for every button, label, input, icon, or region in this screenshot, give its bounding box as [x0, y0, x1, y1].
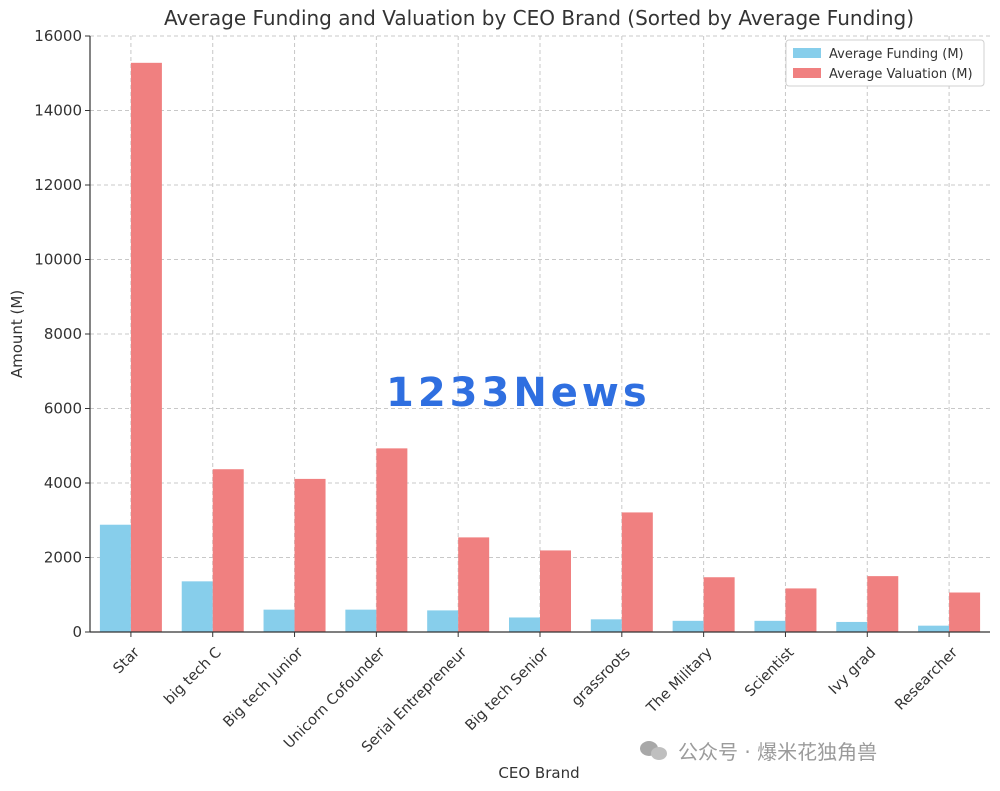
y-tick-label: 4000	[44, 474, 82, 492]
valuation-bar	[621, 512, 653, 632]
x-tick-label: grassroots	[569, 645, 634, 710]
valuation-bar	[376, 448, 408, 632]
valuation-bar	[130, 62, 162, 632]
funding-bar	[918, 625, 950, 632]
wechat-watermark: 公众号 · 爆米花独角兽	[640, 736, 877, 765]
x-tick-label: Big tech Junior	[221, 645, 307, 731]
x-tick-label: Scientist	[742, 644, 798, 700]
funding-bar	[672, 620, 704, 632]
y-tick-label: 16000	[34, 27, 82, 45]
valuation-bar	[785, 588, 817, 632]
y-tick-label: 0	[72, 623, 82, 641]
funding-bar	[590, 619, 622, 632]
valuation-bar	[949, 592, 981, 632]
grid-lines	[90, 35, 990, 632]
legend-label: Average Valuation (M)	[829, 67, 973, 82]
valuation-bar	[294, 478, 326, 632]
funding-bar	[99, 524, 131, 632]
x-tick-label: Star	[111, 645, 143, 677]
funding-bar	[181, 581, 213, 632]
brand-watermark: 1233News	[386, 370, 651, 416]
legend-swatch	[793, 68, 821, 78]
legend-label: Average Funding (M)	[829, 47, 964, 62]
y-tick-label: 14000	[34, 102, 82, 120]
y-tick-label: 6000	[44, 400, 82, 418]
x-tick-label: Ivy grad	[826, 645, 879, 698]
y-axis-label: Amount (M)	[8, 290, 26, 378]
funding-bar	[427, 610, 459, 632]
x-tick-label: big tech C	[161, 645, 224, 708]
valuation-bar	[212, 469, 244, 632]
funding-bar	[754, 620, 786, 632]
y-tick-label: 10000	[34, 251, 82, 269]
bars	[99, 62, 981, 632]
wechat-icon	[640, 739, 670, 763]
chart-title: Average Funding and Valuation by CEO Bra…	[164, 6, 914, 30]
valuation-bar	[540, 550, 571, 632]
x-axis-label: CEO Brand	[498, 764, 579, 782]
funding-bar	[509, 617, 540, 632]
y-tick-label: 8000	[44, 325, 82, 343]
y-tick-label: 2000	[44, 549, 82, 567]
funding-bar	[263, 609, 295, 632]
funding-bar	[836, 621, 868, 632]
wechat-watermark-text: 公众号 · 爆米花独角兽	[678, 740, 878, 764]
y-tick-label: 12000	[34, 176, 82, 194]
legend-swatch	[793, 48, 821, 58]
legend-box	[785, 39, 985, 87]
axes	[85, 35, 990, 637]
valuation-bar	[458, 537, 490, 632]
valuation-bar	[703, 577, 735, 632]
x-tick-label: Researcher	[892, 645, 961, 714]
x-tick-label: The Military	[643, 644, 716, 717]
x-tick-label: Big tech Senior	[463, 645, 552, 734]
valuation-bar	[867, 576, 899, 632]
funding-bar	[345, 609, 377, 632]
tick-labels: 0 2000 4000 6000 8000 10000 12000 14000 16000	[34, 27, 82, 641]
legend: Average Funding (M) Average Valuation (M)	[785, 39, 985, 87]
